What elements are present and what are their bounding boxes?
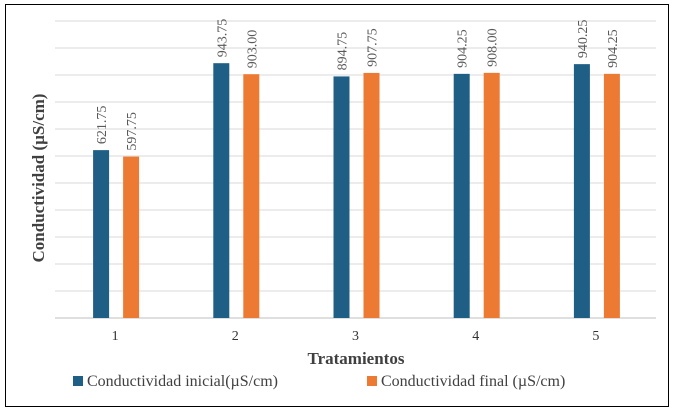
bar-final — [243, 74, 260, 318]
bar-final — [483, 72, 500, 318]
x-tick-labels: 1 2 3 4 5 — [112, 329, 600, 344]
bars — [93, 63, 620, 318]
bar-inicial — [573, 64, 590, 318]
x-tick-label: 4 — [472, 329, 479, 344]
bar-final — [123, 156, 140, 318]
data-label: 943.75 — [215, 19, 230, 57]
x-axis-title: Tratamientos — [308, 349, 405, 368]
data-label: 894.75 — [336, 32, 351, 71]
bar-inicial — [213, 63, 230, 318]
legend-label: Conductividad final (µS/cm) — [381, 373, 565, 390]
x-tick-label: 2 — [232, 329, 239, 344]
bar-final — [363, 72, 380, 318]
data-label: 903.00 — [245, 30, 260, 69]
legend-swatch — [367, 376, 377, 386]
x-tick-label: 5 — [592, 329, 599, 344]
legend: Conductividad inicial(µS/cm) Conductivida… — [73, 373, 565, 390]
data-labels: 621.75 597.75 943.75 903.00 894.75 907.75 904.… — [95, 19, 621, 151]
legend-label: Conductividad inicial(µS/cm) — [87, 373, 278, 390]
bar-inicial — [453, 73, 470, 318]
y-axis-title: Conductividad (µS/cm) — [29, 94, 48, 263]
bar-inicial — [93, 150, 110, 318]
data-label: 940.25 — [576, 20, 591, 59]
data-label: 907.75 — [366, 28, 381, 67]
data-label: 597.75 — [125, 112, 140, 151]
x-tick-label: 3 — [352, 329, 359, 344]
x-tick-label: 1 — [112, 329, 119, 344]
legend-swatch — [73, 376, 83, 386]
gridlines — [55, 20, 656, 319]
data-label: 908.00 — [486, 28, 501, 67]
data-label: 904.25 — [606, 29, 621, 68]
data-label: 904.25 — [456, 29, 471, 68]
bar-final — [603, 73, 620, 318]
data-label: 621.75 — [95, 106, 110, 145]
bar-inicial — [333, 76, 350, 318]
